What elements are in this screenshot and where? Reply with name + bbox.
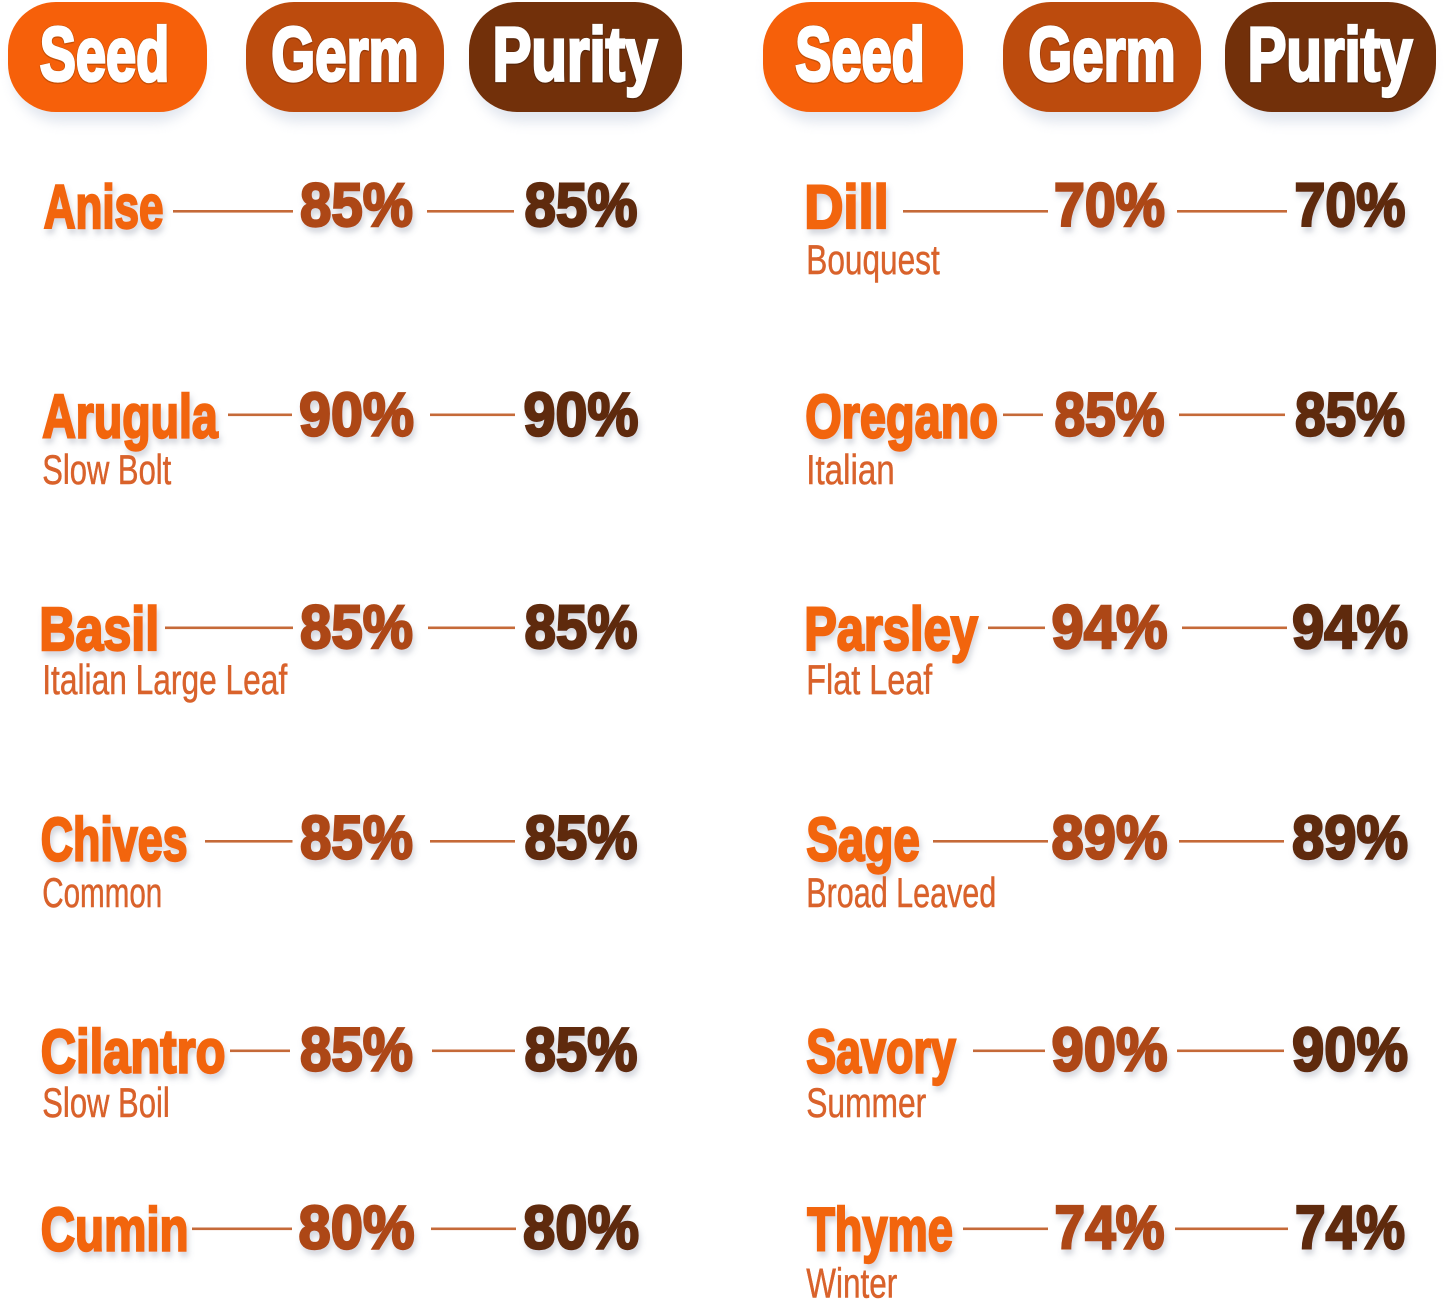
- svg-text:94%: 94%: [1292, 593, 1408, 661]
- svg-text:Arugula: Arugula: [42, 383, 218, 451]
- svg-text:Germ: Germ: [1028, 13, 1176, 98]
- svg-text:85%: 85%: [1055, 381, 1165, 449]
- svg-text:Sage: Sage: [806, 806, 920, 874]
- svg-text:Flat Leaf: Flat Leaf: [806, 656, 932, 703]
- svg-text:85%: 85%: [300, 593, 413, 661]
- svg-text:Italian Large Leaf: Italian Large Leaf: [42, 656, 287, 703]
- svg-text:Common: Common: [42, 869, 162, 916]
- svg-text:85%: 85%: [525, 1016, 638, 1084]
- svg-text:Dill: Dill: [804, 173, 889, 241]
- svg-text:Chives: Chives: [41, 806, 188, 874]
- svg-text:94%: 94%: [1052, 593, 1168, 661]
- svg-text:Parsley: Parsley: [804, 595, 978, 663]
- svg-text:70%: 70%: [1054, 171, 1165, 239]
- svg-text:90%: 90%: [1292, 1016, 1408, 1084]
- svg-text:90%: 90%: [299, 381, 414, 449]
- svg-text:89%: 89%: [1292, 804, 1408, 872]
- svg-text:89%: 89%: [1052, 804, 1168, 872]
- svg-text:Cilantro: Cilantro: [41, 1018, 226, 1086]
- svg-text:Purity: Purity: [1248, 13, 1413, 98]
- svg-text:Slow Boil: Slow Boil: [42, 1079, 170, 1126]
- svg-text:Winter: Winter: [806, 1260, 897, 1301]
- svg-text:Oregano: Oregano: [805, 383, 998, 451]
- svg-text:Germ: Germ: [271, 13, 419, 98]
- svg-text:Broad Leaved: Broad Leaved: [806, 869, 996, 916]
- svg-text:80%: 80%: [523, 1194, 639, 1262]
- svg-text:Purity: Purity: [493, 13, 658, 98]
- svg-text:85%: 85%: [1295, 381, 1405, 449]
- svg-text:85%: 85%: [525, 593, 638, 661]
- svg-text:74%: 74%: [1055, 1194, 1165, 1262]
- svg-text:Germ: Germ: [1028, 13, 1176, 98]
- svg-text:Seed: Seed: [40, 13, 170, 98]
- svg-text:Purity: Purity: [1248, 13, 1413, 98]
- svg-text:74%: 74%: [1295, 1194, 1405, 1262]
- svg-text:85%: 85%: [300, 171, 413, 239]
- svg-text:Seed: Seed: [40, 13, 170, 98]
- svg-text:Italian: Italian: [806, 446, 895, 493]
- svg-text:Germ: Germ: [271, 13, 419, 98]
- svg-text:Seed: Seed: [795, 13, 925, 98]
- svg-text:Savory: Savory: [806, 1018, 956, 1086]
- svg-text:Bouquest: Bouquest: [806, 236, 940, 283]
- svg-text:70%: 70%: [1295, 171, 1406, 239]
- svg-text:85%: 85%: [300, 1016, 413, 1084]
- svg-text:85%: 85%: [300, 804, 413, 872]
- svg-text:Thyme: Thyme: [807, 1196, 953, 1264]
- svg-text:Summer: Summer: [806, 1079, 926, 1126]
- svg-text:Basil: Basil: [39, 595, 159, 663]
- svg-text:80%: 80%: [299, 1194, 415, 1262]
- svg-text:85%: 85%: [525, 804, 638, 872]
- svg-text:Cumin: Cumin: [41, 1196, 189, 1264]
- svg-text:Slow Bolt: Slow Bolt: [42, 446, 171, 493]
- svg-text:Seed: Seed: [795, 13, 925, 98]
- svg-text:85%: 85%: [525, 171, 638, 239]
- svg-text:90%: 90%: [524, 381, 639, 449]
- svg-text:Anise: Anise: [44, 173, 164, 241]
- svg-text:Purity: Purity: [493, 13, 658, 98]
- svg-text:90%: 90%: [1052, 1016, 1168, 1084]
